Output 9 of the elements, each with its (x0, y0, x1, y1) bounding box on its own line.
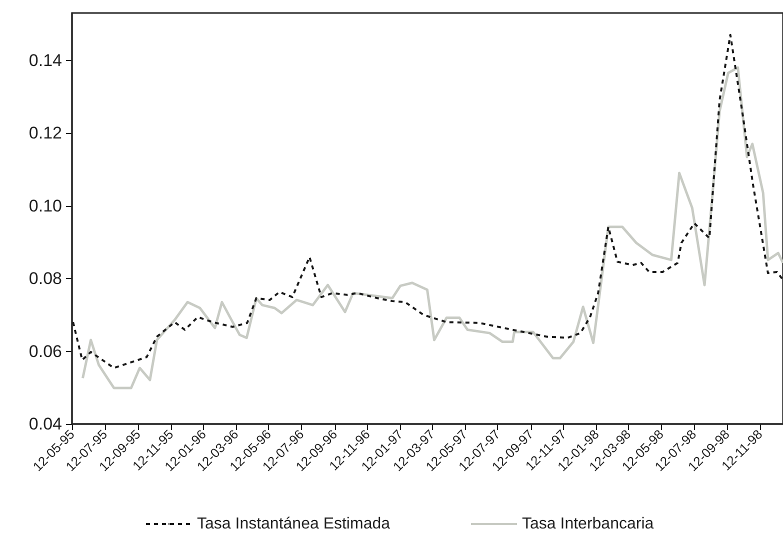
y-tick-label: 0.12 (28, 124, 62, 143)
legend-label: Tasa Interbancaria (522, 516, 654, 532)
y-tick-label: 0.10 (28, 196, 62, 216)
y-tick-label: 0.08 (28, 269, 62, 288)
legend-label: Tasa Instantánea Estimada (197, 516, 390, 532)
y-tick-label: 0.04 (28, 414, 62, 434)
line-series (82, 66, 783, 390)
y-tick-label: 0.06 (28, 342, 62, 361)
y-tick-label: 0.14 (28, 50, 62, 70)
